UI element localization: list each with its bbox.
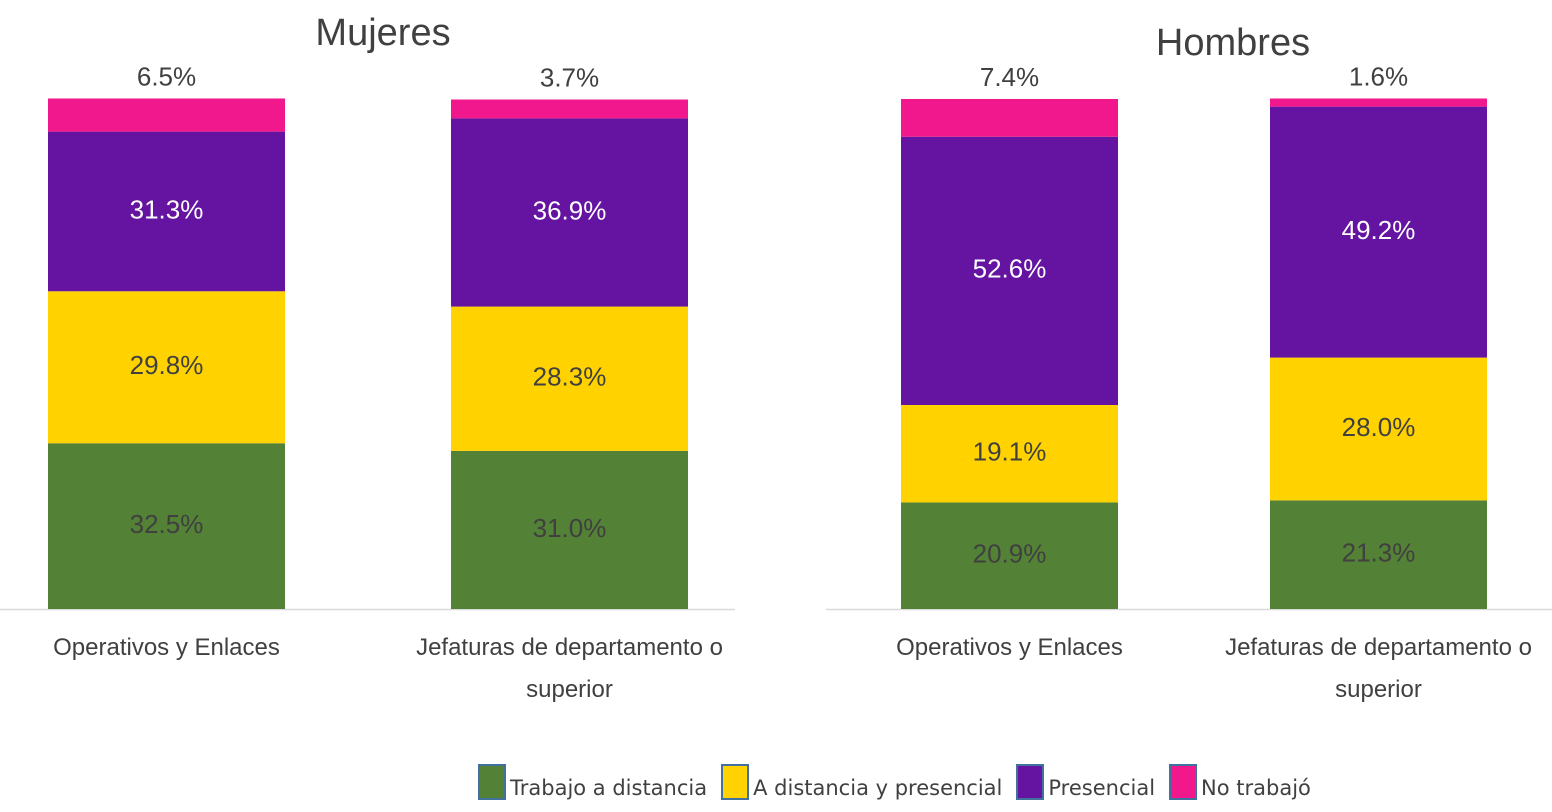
bar-segment	[1270, 98, 1487, 107]
bar-segment	[451, 118, 688, 307]
value-label: 28.0%	[1342, 412, 1416, 442]
bar-segment	[1270, 357, 1487, 501]
value-label: 49.2%	[1342, 215, 1416, 245]
legend-label: Presencial	[1048, 776, 1156, 800]
bar-segment	[451, 306, 688, 451]
legend-item: Trabajo a distancia	[478, 764, 707, 800]
bar-segment	[901, 405, 1118, 503]
legend-label: Trabajo a distancia	[510, 776, 708, 800]
bar-segment	[901, 136, 1118, 406]
bar-segment	[1270, 500, 1487, 609]
bar-segment	[901, 99, 1118, 137]
value-label: 32.5%	[130, 509, 204, 539]
value-label: 52.6%	[973, 254, 1047, 284]
x-tick-label: Operativos y Enlaces	[53, 634, 280, 661]
x-tick-label: Jefaturas de departamento o superior	[416, 634, 723, 703]
value-label: 36.9%	[533, 195, 607, 225]
bar-segment	[1270, 106, 1487, 358]
chart-title: Hombres	[1156, 22, 1310, 64]
legend-item: Presencial	[1016, 764, 1155, 800]
legend-swatch	[1016, 764, 1045, 800]
legend-item: A distancia y presencial	[721, 764, 1002, 800]
value-label: 3.7%	[540, 62, 599, 92]
x-tick-label: Operativos y Enlaces	[896, 634, 1123, 661]
value-label: 1.6%	[1349, 61, 1408, 91]
legend-item: No trabajó	[1169, 764, 1311, 800]
bar-segment	[48, 291, 285, 444]
value-label: 29.8%	[130, 350, 204, 380]
bar-segment	[901, 502, 1118, 609]
legend-label: No trabajó	[1201, 776, 1311, 800]
legend-swatch	[721, 764, 750, 800]
bar-segment	[48, 131, 285, 292]
legend-swatch	[1169, 764, 1198, 800]
value-label: 21.3%	[1342, 538, 1416, 568]
value-label: 31.3%	[130, 194, 204, 224]
value-label: 19.1%	[973, 437, 1047, 467]
value-label: 28.3%	[533, 362, 607, 392]
bar-segment	[48, 443, 285, 609]
legend-label: A distancia y presencial	[753, 776, 1003, 800]
bar-segment	[48, 98, 285, 132]
value-label: 6.5%	[137, 61, 196, 91]
legend-swatch	[478, 764, 506, 800]
x-tick-label: Jefaturas de departamento o superior	[1225, 634, 1532, 703]
legend: Trabajo a distancia A distancia y presenc…	[478, 764, 1325, 800]
value-label: 7.4%	[980, 62, 1039, 92]
bar-segment	[451, 99, 688, 119]
value-label: 20.9%	[973, 539, 1047, 569]
chart-title: Mujeres	[315, 12, 450, 54]
bar-segment	[451, 450, 688, 609]
value-label: 31.0%	[533, 513, 607, 543]
